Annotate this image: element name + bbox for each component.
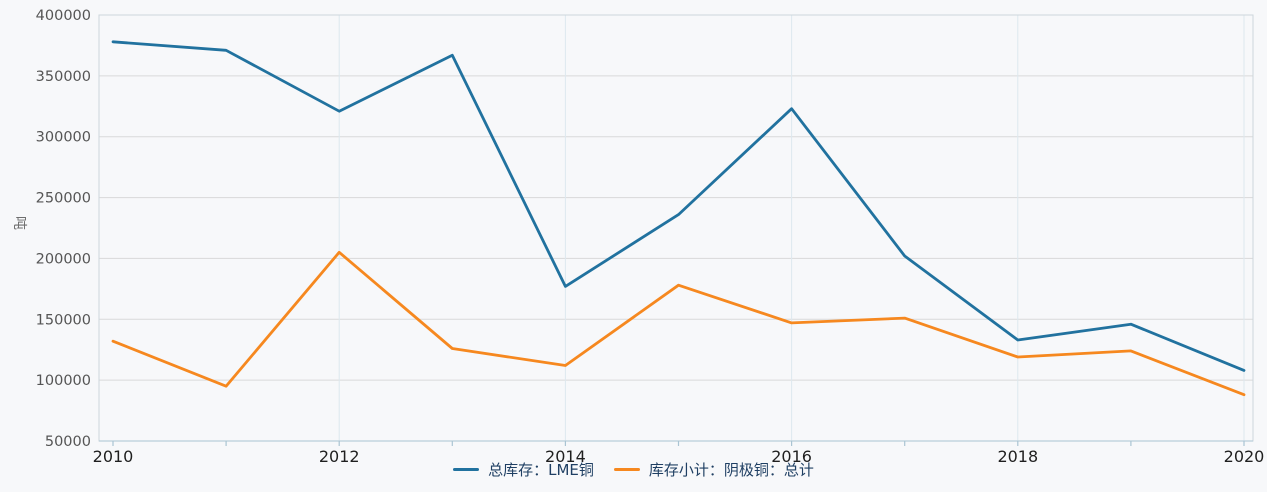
y-tick-label: 150000	[36, 312, 91, 328]
x-tick-label: 2012	[319, 447, 360, 466]
y-tick-label: 100000	[36, 373, 91, 389]
x-tick-label: 2014	[545, 447, 586, 466]
y-tick-label: 300000	[36, 130, 91, 146]
y-tick-label: 400000	[36, 8, 91, 24]
series-line-lme-copper	[111, 40, 1246, 372]
x-tick-label: 2016	[771, 447, 812, 466]
x-tick-label: 2010	[93, 447, 134, 466]
legend-label-cathode-copper: 库存小计：阴极铜：总计	[648, 461, 814, 479]
y-tick-label: 350000	[36, 69, 91, 85]
legend-item-cathode-copper: 库存小计：阴极铜：总计	[613, 459, 814, 480]
plot-border	[98, 14, 1254, 442]
legend-swatch-lme-copper	[453, 468, 480, 471]
legend-item-lme-copper: 总库存：LME铜	[453, 459, 594, 480]
x-tick-label: 2020	[1224, 447, 1265, 466]
legend-label-lme-copper: 总库存：LME铜	[488, 461, 594, 479]
y-tick-label: 50000	[45, 434, 91, 450]
series-line-cathode-copper	[111, 250, 1246, 397]
legend-swatch-cathode-copper	[613, 468, 640, 471]
x-tick-label: 2018	[997, 447, 1038, 466]
y-tick-label: 200000	[36, 251, 91, 267]
legend: 总库存：LME铜 库存小计：阴极铜：总计	[0, 459, 1267, 480]
y-tick-label: 250000	[36, 191, 91, 207]
